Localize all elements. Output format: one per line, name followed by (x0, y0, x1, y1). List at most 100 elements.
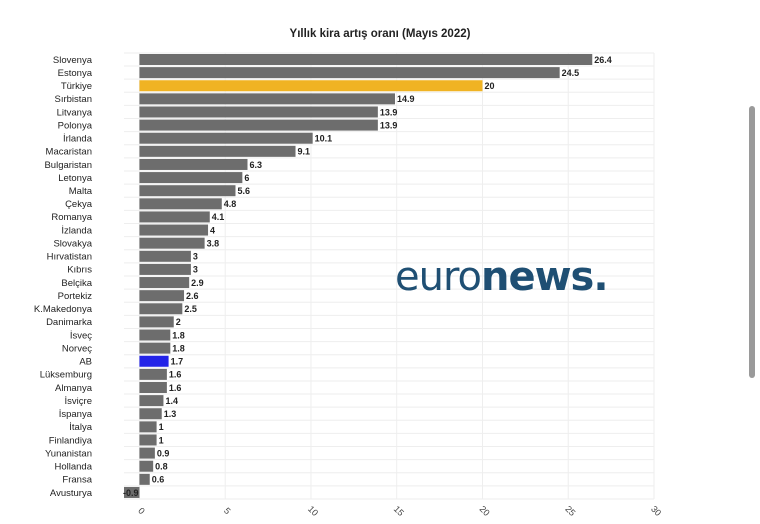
category-label: Finlandiya (49, 435, 93, 446)
category-label: İsveç (70, 330, 92, 341)
x-axis-ticks: 0 5 10 15 20 25 30 (136, 504, 663, 518)
bar (139, 211, 210, 223)
category-label: Letonya (58, 173, 93, 184)
bar (139, 434, 157, 446)
value-label: 24.5 (562, 68, 580, 78)
x-tick-label: 15 (392, 504, 406, 518)
value-label: 1.6 (169, 370, 182, 380)
value-label: 1.8 (172, 343, 185, 353)
value-label: 1 (159, 435, 164, 445)
category-label: Danimarka (46, 317, 93, 328)
bar (139, 368, 167, 380)
value-label: 3.8 (207, 238, 220, 248)
bar (139, 303, 183, 315)
category-label: Estonya (58, 68, 93, 79)
chart-title: Yıllık kira artış oranı (Mayıs 2022) (289, 28, 471, 40)
bar (139, 473, 150, 485)
value-label: 6 (244, 173, 249, 183)
value-label: 5.6 (237, 186, 250, 196)
bar (139, 342, 171, 354)
category-label: Litvanya (57, 107, 93, 118)
bar (139, 145, 296, 157)
bar (139, 355, 169, 367)
category-label: Almanya (55, 383, 93, 394)
category-label: İrlanda (63, 134, 93, 145)
label-layer: Slovenya 26.4 Estonya 24.5 Türkiye 20 Sırbista… (34, 55, 612, 499)
bar (139, 382, 167, 393)
watermark-part-2: news. (481, 254, 609, 300)
watermark-part-1: euro (395, 254, 482, 300)
category-label: İspanya (59, 409, 93, 420)
category-label: Norveç (62, 343, 92, 354)
bar-layer (124, 54, 593, 498)
value-label: 14.9 (397, 94, 415, 104)
value-label: 2 (176, 317, 181, 327)
value-label: 4 (210, 225, 215, 235)
value-label: 1 (159, 422, 164, 432)
bar (139, 408, 162, 420)
bar (139, 224, 209, 236)
value-label: 2.9 (191, 278, 204, 288)
x-tick-label: 30 (649, 504, 663, 518)
category-label: Romanya (51, 212, 92, 223)
x-tick-label: 5 (222, 506, 233, 517)
bar (139, 80, 483, 92)
category-label: Çekya (65, 199, 93, 210)
category-label: Sırbistan (55, 94, 93, 105)
category-label: İsviçre (65, 396, 92, 407)
x-tick-label: 25 (563, 504, 577, 518)
bar (139, 198, 222, 210)
bar (139, 54, 593, 65)
category-label: Hollanda (55, 462, 93, 473)
value-label: -0.9 (123, 488, 139, 498)
value-label: 1.6 (169, 383, 182, 393)
value-label: 0.9 (157, 448, 170, 458)
category-label: Fransa (62, 475, 92, 486)
value-label: 2.6 (186, 291, 199, 301)
category-label: Slovakya (53, 238, 92, 249)
category-label: Portekiz (58, 291, 93, 302)
category-label: Polonya (58, 120, 93, 131)
bar (139, 237, 205, 249)
value-label: 26.4 (594, 55, 612, 65)
bar (139, 93, 396, 105)
category-label: İzlanda (61, 225, 92, 236)
vertical-scrollbar[interactable] (749, 106, 755, 378)
x-tick-label: 0 (136, 506, 147, 517)
bar (139, 250, 191, 262)
category-label: İtalya (69, 422, 92, 433)
value-label: 2.5 (184, 304, 197, 314)
category-label: Lüksemburg (40, 370, 92, 381)
category-label: Hırvatistan (47, 252, 92, 263)
category-label: Bulgaristan (44, 160, 92, 171)
x-tick-label: 20 (478, 504, 492, 518)
value-label: 13.9 (380, 120, 398, 130)
scrollbar-thumb[interactable] (749, 106, 755, 378)
category-label: Malta (69, 186, 93, 197)
value-label: 0.8 (155, 462, 168, 472)
bar (139, 263, 191, 275)
bar (139, 316, 174, 328)
bar (139, 277, 190, 289)
bar (139, 329, 171, 341)
category-label: K.Makedonya (34, 304, 93, 315)
bar (139, 421, 157, 433)
category-label: AB (79, 357, 92, 368)
category-label: Belçika (61, 278, 92, 289)
value-label: 10.1 (315, 134, 333, 144)
value-label: 3 (193, 265, 198, 275)
x-tick-label: 10 (306, 504, 320, 518)
bar (139, 185, 236, 197)
category-label: Yunanistan (45, 448, 92, 459)
value-label: 4.8 (224, 199, 237, 209)
value-label: 0.6 (152, 475, 165, 485)
value-label: 13.9 (380, 107, 398, 117)
value-label: 1.4 (165, 396, 178, 406)
category-label: Türkiye (61, 81, 92, 92)
bar (139, 132, 313, 144)
bar (139, 119, 378, 131)
bar (139, 158, 248, 170)
value-label: 9.1 (298, 147, 311, 157)
value-label: 1.7 (171, 357, 184, 367)
